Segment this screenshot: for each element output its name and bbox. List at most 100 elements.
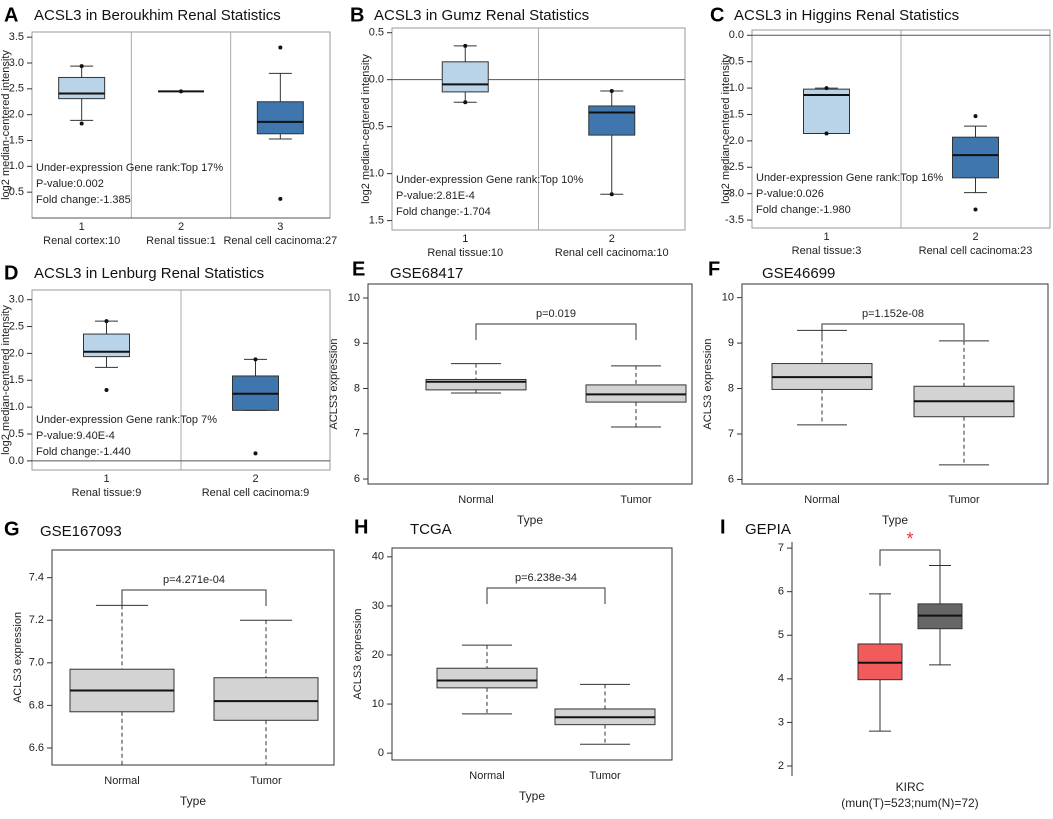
stat-annotation: P-value:2.81E-4: [396, 190, 475, 202]
y-tick-label: 5: [778, 629, 784, 641]
outlier: [253, 451, 258, 456]
y-tick-label: 1.0: [9, 401, 24, 413]
panel-title: ACSL3 in Lenburg Renal Statistics: [34, 265, 264, 282]
y-tick-label: 8: [728, 382, 734, 394]
outlier: [824, 131, 829, 136]
x-axis-label: Type: [882, 513, 908, 527]
y-tick-label: 0.0: [729, 29, 744, 41]
y-tick-label: -2.0: [725, 135, 744, 147]
group-id: 1: [823, 231, 829, 243]
outlier: [79, 64, 84, 69]
y-tick-label: 0: [378, 747, 384, 759]
y-tick-label: 1.5: [369, 215, 384, 227]
y-tick-label: 6.8: [29, 699, 44, 711]
panel-title: TCGA: [410, 521, 452, 538]
y-tick-label: 7.4: [29, 572, 44, 584]
y-axis-label: log2 median-centered intensity: [360, 54, 372, 204]
p-value: p=0.019: [536, 308, 576, 320]
y-tick-label: -3.5: [725, 214, 744, 226]
box: [256, 101, 304, 135]
y-tick-label: 1.0: [369, 168, 384, 180]
bracket: [821, 323, 965, 340]
box: [588, 105, 636, 136]
stat-annotation: Under-expression Gene rank:Top 7%: [36, 414, 217, 426]
outlier: [463, 43, 468, 48]
y-tick-label: -3.0: [725, 188, 744, 200]
panel-letter: A: [4, 4, 18, 26]
outlier: [278, 45, 283, 50]
x-tick-label: Normal: [469, 770, 504, 782]
x-tick-label: Tumor: [589, 770, 621, 782]
y-tick-label: -1.0: [725, 82, 744, 94]
group-id: 2: [252, 473, 258, 485]
y-tick-label: 2.0: [9, 109, 24, 121]
y-tick-label: 3.0: [9, 57, 24, 69]
outlier: [104, 387, 109, 392]
y-tick-label: 9: [354, 337, 360, 349]
y-tick-label: -1.5: [725, 108, 744, 120]
box: [58, 76, 106, 100]
stat-annotation: P-value:0.002: [36, 178, 104, 190]
panel-title: ACSL3 in Higgins Renal Statistics: [734, 7, 959, 24]
panel-letter: G: [4, 518, 20, 540]
panel-letter: E: [352, 258, 365, 280]
y-axis-label: log2 median-centered intensity: [0, 50, 12, 200]
x-axis-label: Type: [519, 789, 545, 803]
y-tick-label: 8: [354, 382, 360, 394]
y-tick-label: 9: [728, 337, 734, 349]
y-tick-label: 2.5: [9, 320, 24, 332]
panel-letter: H: [354, 516, 368, 538]
x-tick-label: Renal cell cacinoma:23: [919, 245, 1033, 257]
panel-letter: B: [350, 4, 364, 26]
x-tick-label: Renal tissue:1: [146, 235, 216, 247]
x-tick-label: Renal cell cacinoma:10: [555, 247, 669, 259]
y-axis-label: ACLS3 expression: [12, 612, 24, 703]
x-axis-note: (mun(T)=523;num(N)=72): [841, 796, 978, 810]
y-tick-label: 1.0: [9, 160, 24, 172]
y-tick-label: 30: [372, 600, 384, 612]
y-tick-label: 7: [354, 428, 360, 440]
outlier: [253, 357, 258, 362]
x-tick-label: Renal tissue:3: [792, 245, 862, 257]
panel-letter: F: [708, 258, 720, 280]
y-tick-label: -2.5: [725, 161, 744, 173]
outlier: [609, 88, 614, 93]
x-tick-label: Renal tissue:10: [427, 247, 503, 259]
stat-annotation: P-value:9.40E-4: [36, 430, 115, 442]
x-tick-label: Tumor: [250, 775, 282, 787]
y-tick-label: 40: [372, 551, 384, 563]
y-tick-label: 0.0: [9, 455, 24, 467]
y-tick-label: 3.0: [9, 294, 24, 306]
x-tick-label: Renal cell cacinoma:9: [202, 487, 310, 499]
plot-frame: [367, 283, 693, 485]
y-axis-label: ACLS3 expression: [702, 338, 714, 429]
box: [441, 61, 489, 93]
outlier: [609, 192, 614, 197]
outlier: [79, 121, 84, 126]
y-tick-label: 2.0: [9, 347, 24, 359]
stat-annotation: Under-expression Gene rank:Top 16%: [756, 172, 943, 184]
stat-annotation: Under-expression Gene rank:Top 17%: [36, 162, 223, 174]
x-tick-label: Normal: [104, 775, 139, 787]
group-id: 2: [972, 231, 978, 243]
box: [83, 333, 130, 358]
y-tick-label: 7.2: [29, 614, 44, 626]
panel-title: GSE68417: [390, 265, 463, 282]
panel-title: GEPIA: [745, 521, 791, 538]
y-axis-label: ACLS3 expression: [352, 608, 364, 699]
bracket: [879, 549, 941, 566]
p-value: p=4.271e-04: [163, 574, 225, 586]
y-tick-label: 0.5: [9, 186, 24, 198]
group-id: 3: [277, 221, 283, 233]
bracket: [121, 589, 267, 606]
plot-frame: [51, 549, 335, 766]
x-axis-label: Type: [180, 794, 206, 808]
outlier: [973, 114, 978, 119]
y-tick-label: 0.5: [369, 121, 384, 133]
panel-title: ACSL3 in Gumz Renal Statistics: [374, 7, 589, 24]
stat-annotation: Under-expression Gene rank:Top 10%: [396, 174, 583, 186]
p-value: p=6.238e-34: [515, 572, 577, 584]
y-tick-label: 10: [722, 292, 734, 304]
outlier: [104, 319, 109, 324]
